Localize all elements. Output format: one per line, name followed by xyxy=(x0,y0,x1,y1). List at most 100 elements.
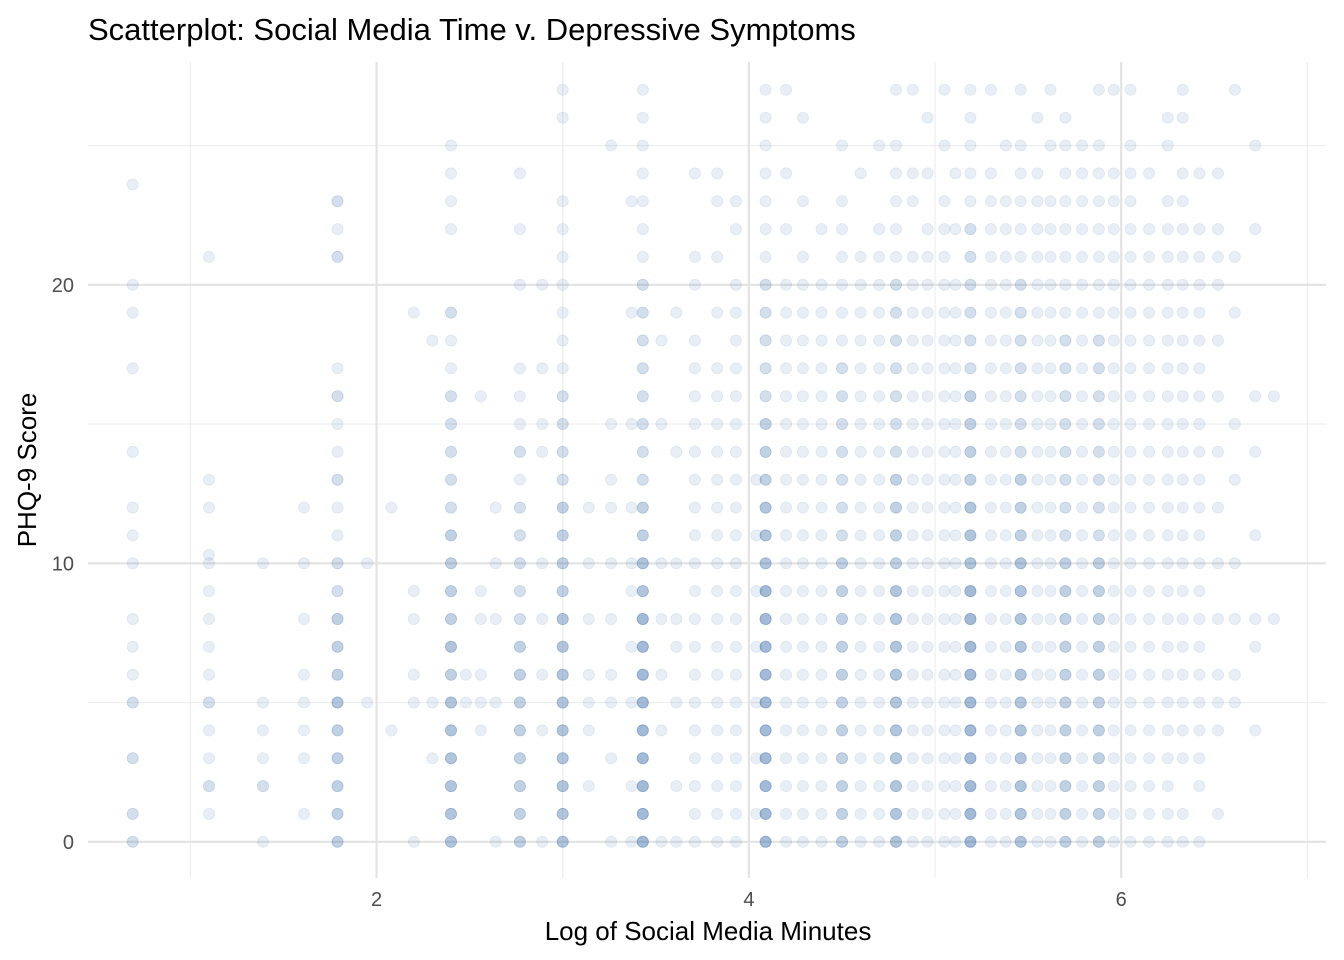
data-point xyxy=(1092,362,1105,375)
data-point xyxy=(1092,557,1105,570)
data-point xyxy=(796,780,809,793)
data-point xyxy=(759,752,772,765)
data-point xyxy=(1092,835,1105,848)
data-point xyxy=(513,167,526,180)
data-point xyxy=(964,724,977,737)
data-point xyxy=(873,278,886,291)
data-point xyxy=(1161,334,1174,347)
data-point xyxy=(444,835,457,848)
data-point xyxy=(1107,390,1120,403)
data-point xyxy=(759,417,772,430)
data-point xyxy=(949,501,962,514)
data-point xyxy=(1014,640,1027,653)
data-point xyxy=(1249,640,1262,653)
data-point xyxy=(1092,807,1105,820)
data-point xyxy=(711,668,724,681)
data-point xyxy=(1107,752,1120,765)
data-point xyxy=(1193,780,1206,793)
data-point xyxy=(556,807,569,820)
data-point xyxy=(1176,501,1189,514)
data-point xyxy=(513,445,526,458)
data-point xyxy=(1044,780,1057,793)
data-point xyxy=(1059,557,1072,570)
data-point xyxy=(556,835,569,848)
data-point xyxy=(854,752,867,765)
data-point xyxy=(513,362,526,375)
data-point xyxy=(1176,278,1189,291)
x-tick-label: 4 xyxy=(743,889,754,911)
data-point xyxy=(780,306,793,319)
data-point xyxy=(1076,640,1089,653)
data-point xyxy=(964,668,977,681)
data-point xyxy=(636,835,649,848)
data-point xyxy=(836,585,849,598)
data-point xyxy=(513,668,526,681)
data-point xyxy=(921,807,934,820)
y-axis-title: PHQ-9 Score xyxy=(12,393,42,548)
data-point xyxy=(836,529,849,542)
data-point xyxy=(556,780,569,793)
data-point xyxy=(759,807,772,820)
data-point xyxy=(474,668,487,681)
data-point xyxy=(949,529,962,542)
data-point xyxy=(1228,83,1241,96)
data-point xyxy=(655,334,668,347)
data-point xyxy=(444,807,457,820)
data-point xyxy=(556,696,569,709)
data-point xyxy=(1249,724,1262,737)
data-point xyxy=(729,417,742,430)
data-point xyxy=(688,807,701,820)
data-point xyxy=(1161,306,1174,319)
data-point xyxy=(836,195,849,208)
data-point xyxy=(513,613,526,626)
data-point xyxy=(1059,668,1072,681)
data-point xyxy=(964,83,977,96)
data-point xyxy=(513,780,526,793)
data-point xyxy=(984,529,997,542)
data-point xyxy=(1107,835,1120,848)
data-point xyxy=(729,306,742,319)
data-point xyxy=(1059,613,1072,626)
data-point xyxy=(1124,362,1137,375)
data-point xyxy=(556,390,569,403)
data-point xyxy=(854,473,867,486)
data-point xyxy=(906,807,919,820)
data-point xyxy=(331,752,344,765)
data-point xyxy=(1031,752,1044,765)
data-point xyxy=(938,529,951,542)
data-point xyxy=(556,473,569,486)
data-point xyxy=(444,724,457,737)
data-point xyxy=(1228,250,1241,263)
data-point xyxy=(556,613,569,626)
data-point xyxy=(759,334,772,347)
data-point xyxy=(836,139,849,152)
data-point xyxy=(1014,807,1027,820)
data-point xyxy=(906,417,919,430)
data-point xyxy=(984,445,997,458)
data-point xyxy=(999,529,1012,542)
data-point xyxy=(815,473,828,486)
data-point xyxy=(1228,668,1241,681)
data-point xyxy=(636,640,649,653)
data-point xyxy=(949,696,962,709)
data-point xyxy=(256,780,269,793)
data-point xyxy=(921,111,934,124)
data-point xyxy=(126,557,139,570)
data-point xyxy=(1124,334,1137,347)
data-point xyxy=(964,278,977,291)
data-point xyxy=(297,724,310,737)
data-point xyxy=(759,557,772,570)
data-point xyxy=(949,278,962,291)
data-point xyxy=(964,417,977,430)
data-point xyxy=(949,752,962,765)
data-point xyxy=(949,780,962,793)
data-point xyxy=(513,501,526,514)
data-point xyxy=(711,362,724,375)
data-point xyxy=(873,501,886,514)
data-point xyxy=(513,724,526,737)
data-point xyxy=(444,807,457,820)
data-point xyxy=(1092,529,1105,542)
data-point xyxy=(202,501,215,514)
data-point xyxy=(688,445,701,458)
